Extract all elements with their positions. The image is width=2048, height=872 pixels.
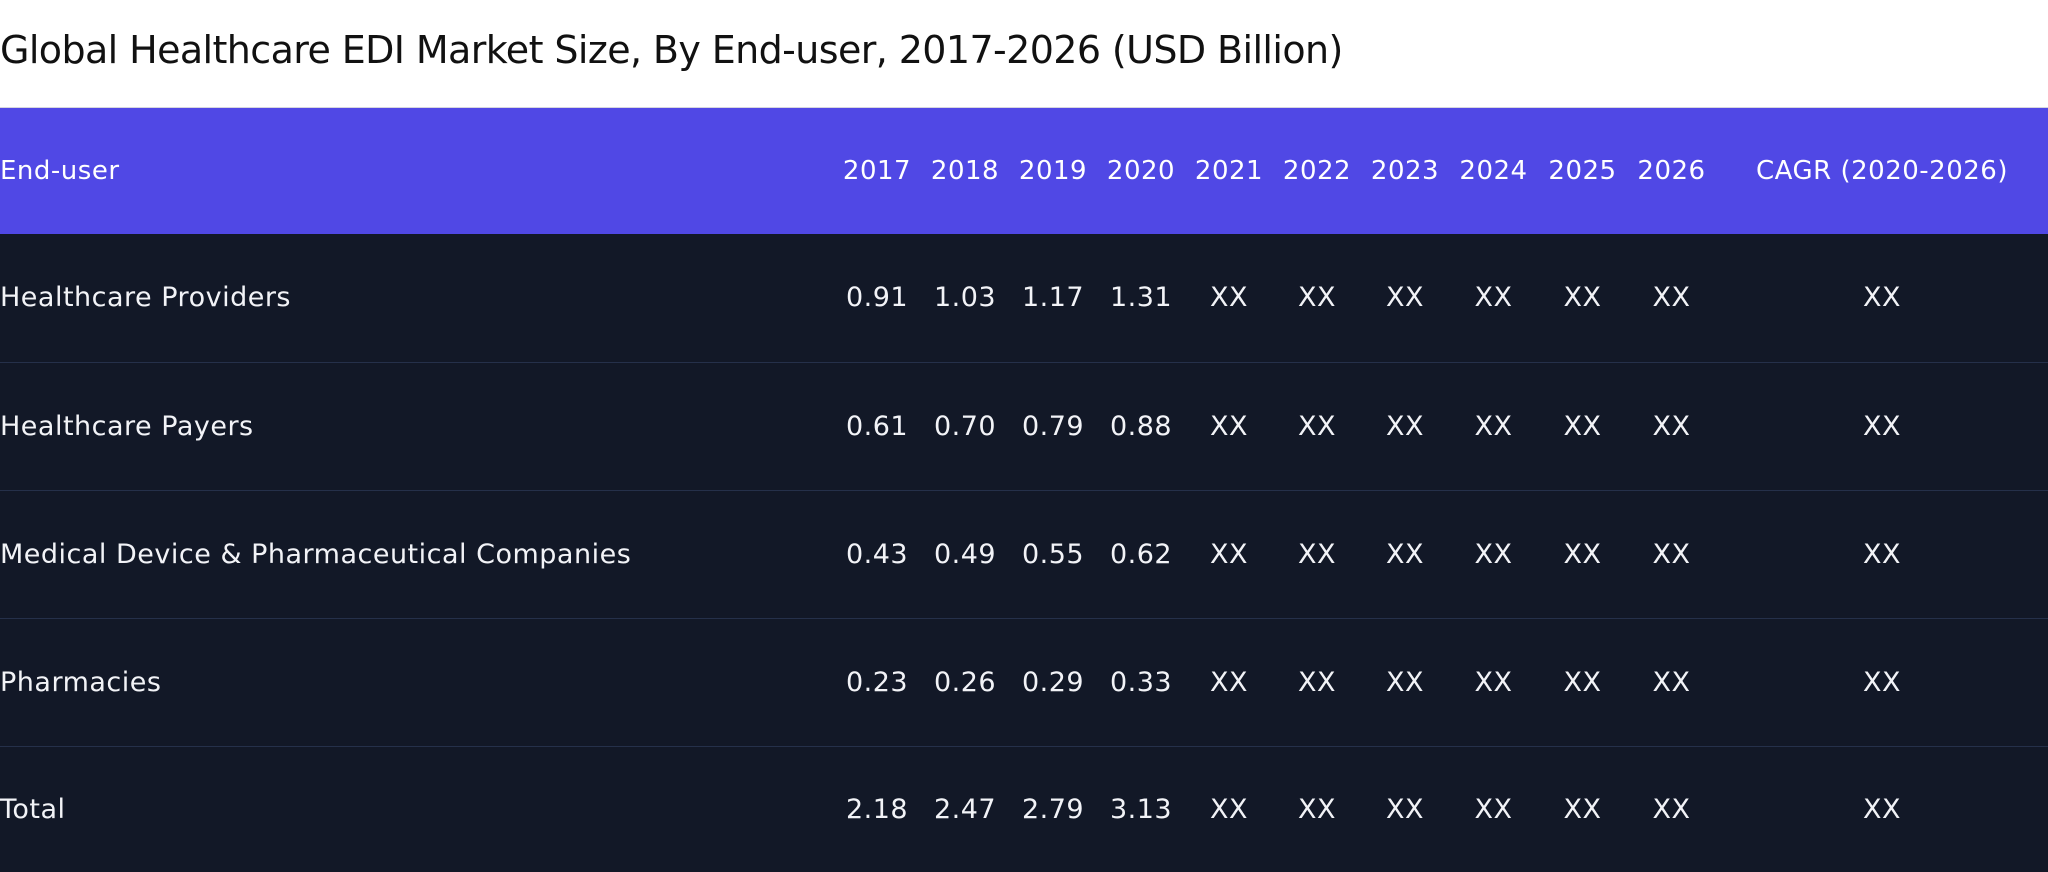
- header-year-2021: 2021: [1194, 156, 1264, 186]
- value-cell: XX: [1563, 793, 1602, 825]
- value-cell: XX: [1386, 538, 1424, 570]
- value-cell: XX: [1563, 666, 1602, 698]
- value-cell: XX: [1210, 410, 1248, 442]
- value-cell: XX: [1210, 793, 1248, 825]
- value-cell: 2.18: [845, 793, 909, 825]
- table-row: Healthcare Providers 0.91 1.03 1.17 1.31 XX XX…: [0, 234, 2048, 362]
- header-year-2024: 2024: [1459, 156, 1528, 186]
- value-cell: 0.23: [845, 666, 909, 698]
- cagr-cell: XX: [1863, 538, 1901, 570]
- table-row: Pharmacies 0.23 0.26 0.29 0.33 XX XX XX XX XX XX XX: [0, 618, 2048, 746]
- value-cell: XX: [1386, 793, 1424, 825]
- header-year-2019: 2019: [1018, 156, 1088, 186]
- value-cell: XX: [1298, 538, 1336, 570]
- header-year-2025: 2025: [1548, 156, 1617, 186]
- table-row: Medical Device & Pharmaceutical Companie…: [0, 490, 2048, 618]
- value-cell: XX: [1652, 410, 1691, 442]
- row-label: Medical Device & Pharmaceutical Companie…: [0, 538, 632, 570]
- market-size-table: End-user 2017 2018 2019 2020 2021 2022 2…: [0, 108, 2048, 872]
- value-cell: XX: [1474, 282, 1513, 314]
- value-cell: 0.43: [845, 538, 909, 570]
- value-cell: XX: [1386, 666, 1424, 698]
- header-row: End-user 2017 2018 2019 2020 2021 2022 2…: [0, 108, 2048, 234]
- value-cell: 1.03: [933, 282, 997, 314]
- value-cell: XX: [1474, 538, 1513, 570]
- value-cell: XX: [1652, 666, 1691, 698]
- value-cell: XX: [1210, 538, 1248, 570]
- value-cell: XX: [1298, 282, 1336, 314]
- value-cell: 0.55: [1021, 538, 1085, 570]
- cagr-cell: XX: [1863, 666, 1901, 698]
- row-label: Healthcare Payers: [0, 410, 254, 442]
- value-cell: 0.62: [1109, 538, 1173, 570]
- value-cell: XX: [1210, 282, 1248, 314]
- cagr-cell: XX: [1863, 793, 1901, 825]
- value-cell: XX: [1386, 410, 1424, 442]
- value-cell: XX: [1210, 666, 1248, 698]
- value-cell: 0.33: [1109, 666, 1173, 698]
- value-cell: XX: [1474, 410, 1513, 442]
- value-cell: XX: [1298, 793, 1336, 825]
- value-cell: 0.88: [1109, 410, 1173, 442]
- row-label: Healthcare Providers: [0, 282, 291, 314]
- value-cell: 0.79: [1021, 410, 1085, 442]
- value-cell: 1.17: [1021, 282, 1085, 314]
- value-cell: XX: [1652, 793, 1691, 825]
- cagr-cell: XX: [1863, 282, 1901, 314]
- value-cell: XX: [1474, 666, 1513, 698]
- header-year-2020: 2020: [1106, 156, 1176, 186]
- value-cell: XX: [1563, 410, 1602, 442]
- cagr-cell: XX: [1863, 410, 1901, 442]
- header-cagr: CAGR (2020-2026): [1756, 156, 2008, 186]
- value-cell: 0.49: [933, 538, 997, 570]
- table-title: Global Healthcare EDI Market Size, By En…: [0, 28, 1343, 72]
- value-cell: 2.47: [933, 793, 997, 825]
- value-cell: XX: [1474, 793, 1513, 825]
- header-year-2026: 2026: [1637, 156, 1706, 186]
- value-cell: 2.79: [1021, 793, 1085, 825]
- row-label: Total: [0, 793, 66, 825]
- row-label: Pharmacies: [0, 666, 162, 698]
- value-cell: 0.29: [1021, 666, 1085, 698]
- value-cell: XX: [1563, 538, 1602, 570]
- value-cell: 0.61: [845, 410, 909, 442]
- header-end-user: End-user: [0, 156, 120, 186]
- title-divider: [0, 107, 2048, 108]
- header-year-2022: 2022: [1282, 156, 1352, 186]
- header-year-2023: 2023: [1370, 156, 1440, 186]
- value-cell: 3.13: [1109, 793, 1173, 825]
- value-cell: 1.31: [1109, 282, 1173, 314]
- table-row: Total 2.18 2.47 2.79 3.13 XX XX XX XX XX XX XX: [0, 746, 2048, 872]
- header-year-2018: 2018: [930, 156, 1000, 186]
- value-cell: XX: [1386, 282, 1424, 314]
- value-cell: 0.70: [933, 410, 997, 442]
- table-row: Healthcare Payers 0.61 0.70 0.79 0.88 XX XX XX X…: [0, 362, 2048, 490]
- value-cell: XX: [1563, 282, 1602, 314]
- value-cell: XX: [1298, 410, 1336, 442]
- value-cell: XX: [1298, 666, 1336, 698]
- value-cell: XX: [1652, 282, 1691, 314]
- table-body: Healthcare Providers 0.91 1.03 1.17 1.31 XX XX…: [0, 234, 2048, 872]
- value-cell: XX: [1652, 538, 1691, 570]
- header-year-2017: 2017: [842, 156, 912, 186]
- value-cell: 0.91: [845, 282, 909, 314]
- value-cell: 0.26: [933, 666, 997, 698]
